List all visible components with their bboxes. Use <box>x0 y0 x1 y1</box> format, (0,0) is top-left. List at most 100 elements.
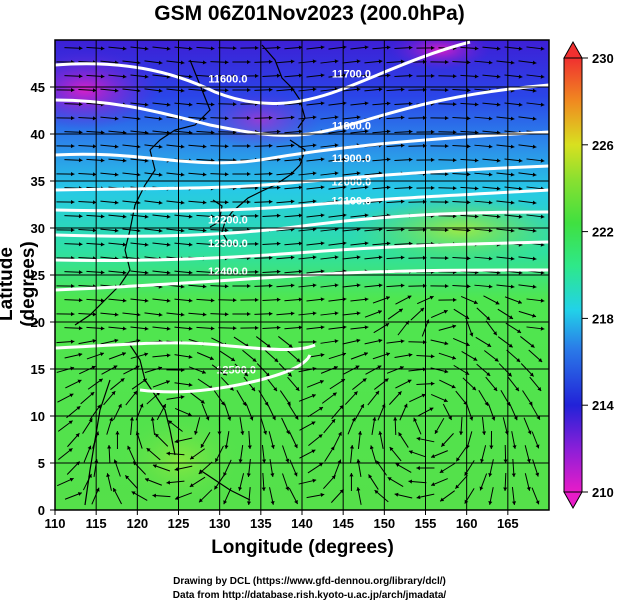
y-tick-label: 15 <box>31 362 45 377</box>
y-tick-label: 30 <box>31 221 45 236</box>
streamline-arrow <box>540 326 545 331</box>
streamline-arrow <box>369 445 374 450</box>
colorbar: 210 214 218 222 226 230 <box>563 40 614 510</box>
streamline-arrow <box>113 459 118 464</box>
streamline-arrow <box>188 382 193 387</box>
streamline-arrow <box>210 46 215 51</box>
contour-label: 11800.0 <box>332 120 371 132</box>
streamline-arrow <box>311 394 316 398</box>
streamline-arrow <box>238 486 243 491</box>
streamline-arrow <box>333 366 338 370</box>
streamline-arrow <box>238 459 243 463</box>
streamline-arrow <box>111 391 116 396</box>
streamline-arrow <box>439 469 444 473</box>
streamline-arrow <box>488 60 493 65</box>
streamline-arrow <box>452 355 456 360</box>
streamline-arrow <box>133 390 138 395</box>
streamline-arrow <box>276 325 281 330</box>
streamline-arrow <box>364 213 369 218</box>
streamline-arrow <box>312 115 317 120</box>
streamline-arrow <box>334 143 339 148</box>
streamline-arrow <box>298 157 303 162</box>
streamline-arrow <box>456 457 460 462</box>
streamline-arrow <box>431 482 436 487</box>
streamline-arrow <box>92 116 97 121</box>
streamline-arrow <box>512 445 517 449</box>
streamline-arrow <box>188 270 193 275</box>
streamline-arrow <box>298 269 303 274</box>
streamline-arrow <box>312 199 317 204</box>
streamline-arrow <box>92 338 97 344</box>
streamline-arrow <box>246 171 251 177</box>
streamline-arrow <box>244 372 248 377</box>
streamline-arrow <box>188 214 193 219</box>
streamline-arrow <box>312 311 317 316</box>
streamline-arrow <box>430 185 435 190</box>
streamline-arrow <box>422 255 427 260</box>
streamline-arrow <box>100 326 105 331</box>
streamline-arrow <box>334 171 339 176</box>
streamline-arrow <box>535 500 540 505</box>
streamline-arrow <box>491 416 496 421</box>
streamline-arrow <box>114 312 119 317</box>
streamline-arrow <box>540 46 545 51</box>
streamline-arrow <box>399 366 404 370</box>
streamline-arrow <box>408 353 413 358</box>
streamline-arrow <box>474 186 479 191</box>
streamline-arrow <box>261 487 266 491</box>
streamline-arrow <box>408 241 413 246</box>
streamline-arrow <box>268 115 273 120</box>
streamline-arrow <box>331 419 336 424</box>
streamline-arrow <box>364 101 369 106</box>
streamline-arrow <box>166 451 171 456</box>
streamline-arrow <box>122 74 127 79</box>
streamline-arrow <box>222 371 227 376</box>
colorbar-tick-label: 214 <box>592 398 614 413</box>
streamline-arrow <box>355 365 360 370</box>
streamline-arrow <box>364 185 369 190</box>
streamline-arrow <box>224 228 229 233</box>
streamline-arrow <box>360 404 364 409</box>
streamline-arrow <box>517 300 522 304</box>
streamline-arrow <box>92 172 97 177</box>
streamline-arrow <box>466 60 471 65</box>
streamline-arrow <box>115 431 120 435</box>
streamline-arrow <box>486 372 491 376</box>
contour-label: 12500.0 <box>216 365 256 377</box>
streamline-arrow <box>224 284 229 289</box>
streamline-arrow <box>266 343 271 348</box>
streamline-arrow <box>368 474 373 479</box>
streamline-arrow <box>92 88 97 93</box>
streamline-arrow <box>334 339 339 344</box>
streamline-arrow <box>139 403 144 408</box>
x-tick-label: 120 <box>126 516 148 531</box>
streamline-arrow <box>166 353 171 358</box>
streamline-arrow <box>408 157 413 162</box>
streamline-arrow <box>70 228 75 233</box>
streamline-arrow <box>77 379 82 384</box>
streamline-arrow <box>144 74 149 79</box>
streamline-arrow <box>510 256 515 261</box>
streamline-arrow <box>100 298 105 303</box>
streamline-arrow <box>70 144 75 149</box>
streamline-arrow <box>210 270 215 275</box>
streamline-arrow <box>188 242 193 247</box>
streamline-arrow <box>362 378 367 383</box>
streamline-arrow <box>407 295 412 300</box>
streamline-arrow <box>408 129 413 134</box>
streamline-arrow <box>210 214 215 219</box>
streamline-arrow <box>298 129 303 134</box>
streamline-arrow <box>78 242 83 247</box>
streamline-arrow <box>320 269 325 274</box>
y-tick-label: 45 <box>31 80 45 95</box>
streamline-arrow <box>400 283 405 288</box>
streamline-arrow <box>144 102 149 107</box>
streamline-arrow <box>127 445 132 450</box>
streamline-arrow <box>320 213 325 218</box>
streamline-arrow <box>168 420 173 425</box>
streamline-arrow <box>540 158 545 163</box>
streamline-arrow <box>200 443 205 448</box>
streamline-arrow <box>273 387 277 392</box>
streamline-arrow <box>150 417 155 421</box>
streamline-arrow <box>270 473 275 477</box>
